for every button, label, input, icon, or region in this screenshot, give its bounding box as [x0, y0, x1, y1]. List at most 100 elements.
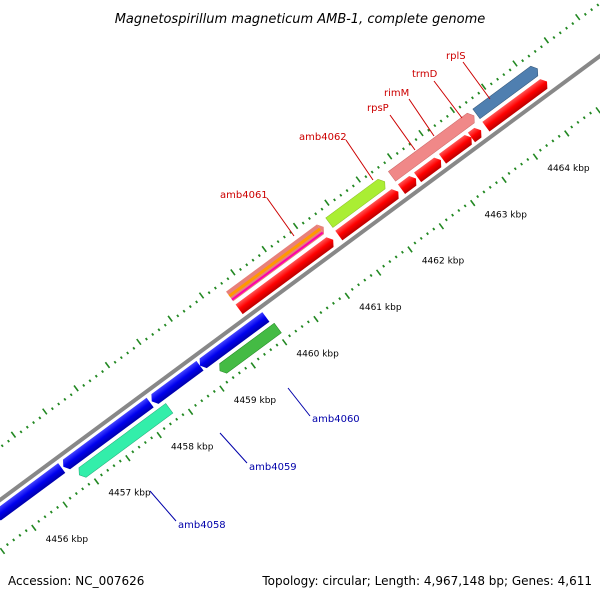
- label-rplS[interactable]: rplS: [446, 51, 466, 62]
- minor-tick: [188, 305, 192, 309]
- minor-tick: [237, 371, 241, 375]
- minor-tick: [182, 309, 186, 313]
- cds-block-minus[interactable]: [60, 397, 154, 472]
- gene-block-amb4058[interactable]: [76, 403, 174, 479]
- minor-tick: [439, 119, 443, 123]
- minor-tick: [526, 157, 530, 162]
- cds-block-amb4062[interactable]: [335, 187, 402, 241]
- minor-tick: [325, 306, 329, 310]
- label-amb4058[interactable]: amb4058: [178, 520, 226, 531]
- minor-tick: [294, 329, 298, 333]
- cds-block-minus[interactable]: [148, 360, 204, 406]
- minor-tick: [101, 369, 105, 374]
- minor-tick: [263, 352, 266, 356]
- major-tick: [125, 454, 131, 462]
- kbp-scale-label: 4457 kbp: [108, 489, 151, 499]
- gene-block-rplS[interactable]: [472, 64, 541, 120]
- kbp-scale-label: 4458 kbp: [171, 442, 214, 452]
- major-tick: [93, 478, 100, 485]
- minor-tick: [81, 487, 85, 491]
- minor-tick: [19, 430, 23, 434]
- minor-tick: [207, 291, 211, 295]
- minor-tick: [521, 59, 525, 63]
- cds-block-rplS-small[interactable]: [467, 125, 485, 143]
- label-amb4059[interactable]: amb4059: [249, 462, 297, 473]
- gene-block-amb4061[interactable]: [226, 222, 327, 302]
- minor-tick: [119, 356, 123, 360]
- minor-tick: [552, 35, 556, 40]
- minor-tick: [338, 297, 342, 301]
- minor-tick: [38, 416, 42, 420]
- minor-tick: [488, 185, 492, 189]
- major-tick: [355, 176, 361, 183]
- minor-tick: [88, 379, 92, 383]
- cds-block-trmD[interactable]: [438, 133, 475, 164]
- gene-block-amb4060[interactable]: [216, 322, 282, 375]
- cds-block-amb4061[interactable]: [235, 235, 337, 315]
- minor-tick: [306, 320, 310, 324]
- minor-tick: [25, 425, 29, 429]
- top-gene-labels: amb4061 amb4062 rpsP rimM trmD rplS: [220, 51, 491, 237]
- minor-tick: [245, 263, 249, 267]
- major-tick: [564, 130, 570, 137]
- major-tick: [31, 524, 37, 532]
- minor-tick: [226, 277, 230, 281]
- minor-tick: [106, 468, 110, 472]
- minor-tick: [244, 366, 248, 370]
- cds-block-rpsP[interactable]: [397, 174, 420, 195]
- major-tick: [375, 269, 382, 276]
- kbp-scale-label: 4461 kbp: [359, 303, 402, 313]
- gene-block-rpsP-rimM-trmD[interactable]: [388, 111, 477, 182]
- minor-tick: [195, 300, 199, 304]
- minor-tick: [545, 144, 549, 148]
- leader-line-amb4061: [266, 197, 295, 237]
- minor-tick: [576, 120, 580, 124]
- leader-line-rpsP: [389, 114, 416, 151]
- minor-tick: [301, 221, 305, 225]
- label-rimM[interactable]: rimM: [384, 88, 409, 99]
- major-tick: [532, 153, 539, 160]
- minor-tick: [419, 236, 423, 240]
- minor-tick: [414, 138, 418, 142]
- cds-block-minus[interactable]: [196, 312, 270, 370]
- minor-tick: [300, 324, 304, 329]
- cds-block-rimM[interactable]: [414, 155, 444, 183]
- minor-tick: [94, 374, 98, 378]
- label-amb4061[interactable]: amb4061: [220, 190, 268, 201]
- cds-blocks-rps-cluster: [397, 125, 485, 195]
- minor-tick: [5, 543, 9, 547]
- kbp-scale-labels: 4456 kbp 4457 kbp 4458 kbp 4459 kbp 4460 kbp…: [46, 164, 590, 545]
- minor-tick: [477, 91, 481, 95]
- minor-tick: [37, 519, 41, 523]
- label-amb4060[interactable]: amb4060: [312, 414, 360, 425]
- minor-tick: [570, 125, 574, 129]
- minor-tick: [395, 151, 399, 156]
- gene-block-amb4062[interactable]: [325, 177, 389, 228]
- leader-line-amb4062: [345, 139, 374, 181]
- label-rpsP[interactable]: rpsP: [367, 103, 389, 114]
- major-tick: [62, 501, 68, 508]
- minor-tick: [57, 402, 61, 406]
- label-amb4062[interactable]: amb4062: [299, 132, 347, 143]
- minor-tick: [56, 505, 60, 509]
- minor-tick: [276, 240, 280, 244]
- minor-tick: [364, 175, 368, 179]
- major-tick: [281, 338, 288, 346]
- minor-tick: [275, 343, 279, 347]
- minor-tick: [251, 258, 255, 262]
- leader-line-amb4058: [149, 490, 177, 522]
- kbp-scale-label: 4464 kbp: [547, 164, 590, 174]
- minor-tick: [176, 314, 180, 318]
- cds-block-rplS[interactable]: [482, 77, 550, 132]
- cds-block-minus[interactable]: [0, 463, 66, 523]
- minor-tick: [289, 230, 293, 234]
- label-trmD[interactable]: trmD: [412, 69, 438, 80]
- minor-tick: [50, 407, 54, 411]
- major-tick: [418, 129, 424, 137]
- minor-tick: [496, 77, 500, 81]
- minor-tick: [126, 351, 130, 355]
- minor-tick: [74, 491, 78, 496]
- minor-tick: [382, 264, 386, 268]
- minor-tick: [558, 31, 562, 35]
- bottom-gene-labels: amb4060 amb4059 amb4058: [149, 387, 360, 531]
